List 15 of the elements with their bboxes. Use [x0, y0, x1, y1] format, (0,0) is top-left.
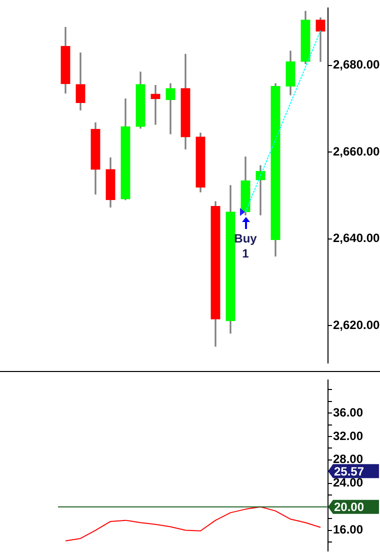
y-tick-label: 36.00	[333, 405, 364, 420]
candlestick	[256, 165, 266, 216]
text: 25.57	[334, 464, 364, 478]
y-tick-label: 2,640.00	[333, 231, 380, 246]
y-tick-label: 24.00	[333, 476, 364, 490]
y-tick-label: 2,620.00	[333, 318, 380, 332]
y-tick-label: 16.00	[333, 522, 364, 537]
y-tick-label: 2,660.00	[333, 144, 380, 158]
y-tick-label: 32.00	[333, 428, 364, 443]
ref-line-label: 20.00	[334, 500, 364, 514]
candlestick	[166, 83, 176, 134]
y-tick-label: 28.00	[333, 452, 364, 466]
y-tick-label: 2,680.00	[333, 58, 380, 72]
candlestick	[150, 85, 160, 125]
annotation: Buy 1	[234, 231, 258, 260]
